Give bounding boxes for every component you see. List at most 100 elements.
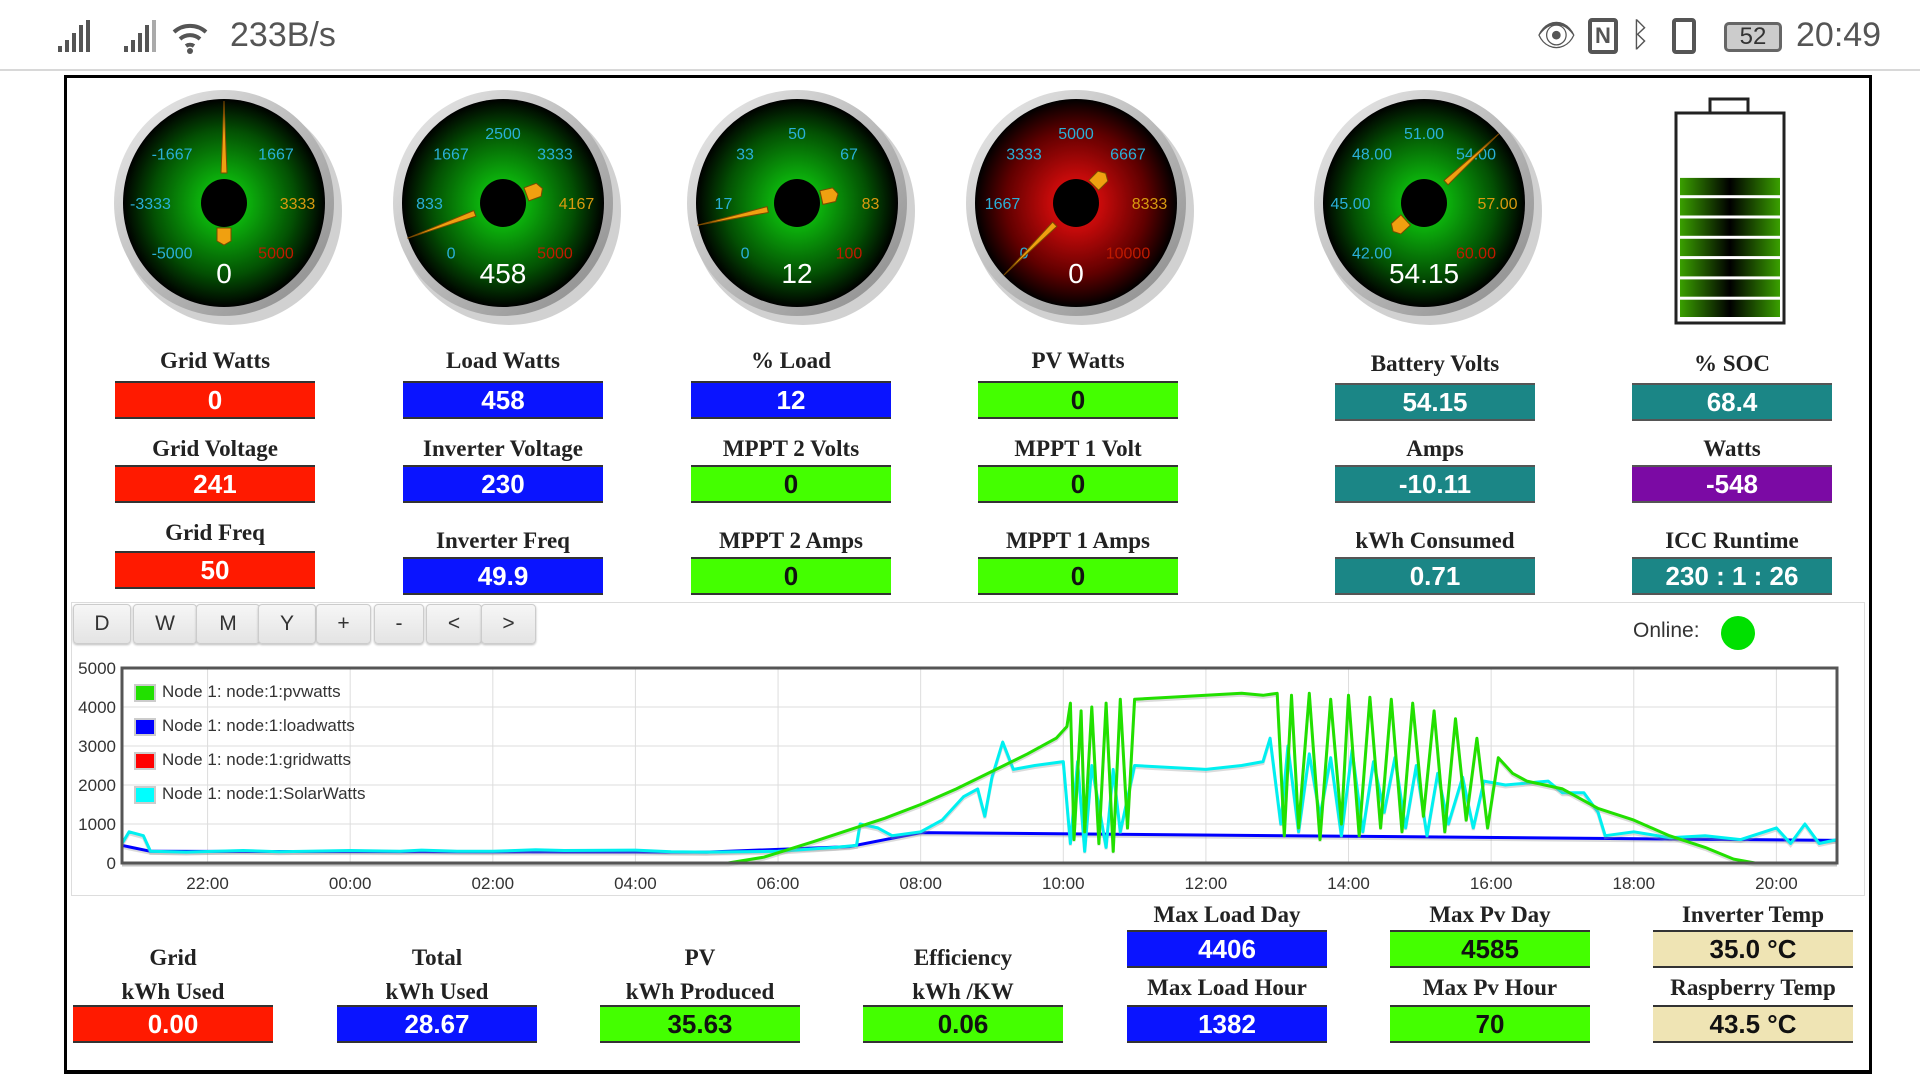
- grid-freq-label: Grid Freq: [165, 520, 265, 545]
- gauge-tick-label: 45.00: [1330, 196, 1370, 213]
- y-tick-label: 5000: [78, 659, 116, 678]
- year-button[interactable]: Y: [258, 604, 316, 644]
- zoom-in-button[interactable]: +: [316, 604, 371, 644]
- legend-item[interactable]: Node 1: node:1:loadwatts: [134, 712, 355, 740]
- month-button[interactable]: M: [196, 604, 260, 644]
- gauge-tick-label: 10000: [1106, 245, 1151, 262]
- gauge-tick-label: 3333: [1006, 147, 1042, 164]
- legend-item[interactable]: Node 1: node:1:SolarWatts: [134, 780, 366, 808]
- gauge-tick-label: 48.00: [1352, 147, 1392, 164]
- x-tick-label: 04:00: [614, 874, 657, 893]
- status-bar: 233B/s 👁 N ᛒ 52 20:49: [0, 0, 1920, 71]
- legend-item[interactable]: Node 1: node:1:pvwatts: [134, 678, 341, 706]
- grid-freq-value: 50: [115, 551, 315, 589]
- dashboard-frame: [64, 75, 1872, 1074]
- gauge-tick-label: 60.00: [1456, 245, 1496, 262]
- nfc-icon: N: [1588, 18, 1618, 54]
- y-tick-label: 0: [107, 854, 116, 873]
- day-button[interactable]: D: [73, 604, 131, 644]
- gauge-tick-label: 1667: [258, 147, 294, 164]
- x-tick-label: 20:00: [1755, 874, 1798, 893]
- y-tick-label: 2000: [78, 776, 116, 795]
- efficiency-label-2: kWh /KW: [912, 979, 1014, 1004]
- gauge-tick-label: 833: [416, 196, 443, 213]
- mppt-2-amps-label: MPPT 2 Amps: [719, 528, 863, 553]
- pv-kwh-label-2: kWh Produced: [625, 979, 775, 1004]
- battery-soc-icon: [1674, 97, 1786, 325]
- y-tick-label: 3000: [78, 737, 116, 756]
- gauge-tick-label: 67: [840, 147, 858, 164]
- inverter-freq-value: 49.9: [403, 557, 603, 595]
- online-status-indicator: [1721, 616, 1755, 650]
- gauge-value: 0: [216, 258, 232, 289]
- gauge-tick-label: 51.00: [1404, 126, 1444, 143]
- zoom-out-button[interactable]: -: [374, 604, 424, 644]
- percent-load-gauge: 0 17 33 50 67 83 100 12: [687, 90, 915, 325]
- battery-volts-label: Battery Volts: [1370, 351, 1500, 376]
- legend-label: Node 1: node:1:gridwatts: [162, 750, 352, 769]
- grid-kwh-used-value: 0.00: [73, 1005, 273, 1043]
- load-label: % Load: [751, 348, 831, 373]
- gauge-needle: [407, 182, 543, 239]
- gauge-value: 458: [480, 258, 527, 289]
- max-load-hour-label: Max Load Hour: [1147, 975, 1307, 1000]
- soc-value: 68.4: [1632, 383, 1832, 421]
- grid-voltage-value: 241: [115, 465, 315, 503]
- total-kwh-label-2: kWh Used: [385, 979, 489, 1004]
- icc-runtime-value: 230 : 1 : 26: [1632, 557, 1832, 595]
- grid-watts-gauge: -5000 -3333 -1667 1667 3333 5000 0: [114, 90, 342, 325]
- vibrate-icon: [1672, 18, 1696, 54]
- load-watts-label: Load Watts: [446, 348, 560, 373]
- watts-label: Watts: [1703, 436, 1761, 461]
- mppt-1-amps-value: 0: [978, 557, 1178, 595]
- x-tick-label: 14:00: [1327, 874, 1370, 893]
- gauge-needle: [216, 100, 232, 246]
- legend-swatch: [134, 785, 156, 804]
- max-load-hour-value: 1382: [1127, 1005, 1327, 1043]
- next-button[interactable]: >: [481, 604, 536, 644]
- x-tick-label: 08:00: [899, 874, 942, 893]
- week-button[interactable]: W: [133, 604, 197, 644]
- raspberry-temp-label: Raspberry Temp: [1670, 975, 1836, 1000]
- gauge-value: 12: [781, 258, 812, 289]
- battery-segment: [1680, 218, 1780, 236]
- inverter-voltage-label: Inverter Voltage: [423, 436, 583, 461]
- gauge-tick-label: 1667: [985, 196, 1021, 213]
- gauge-tick-label: 42.00: [1352, 245, 1392, 262]
- gauge-tick-label: 83: [862, 196, 880, 213]
- signal-icon: [58, 20, 156, 52]
- amps-value: -10.11: [1335, 465, 1535, 503]
- max-pv-day-label: Max Pv Day: [1429, 902, 1551, 927]
- previous-button[interactable]: <: [426, 604, 482, 644]
- legend-item[interactable]: Node 1: node:1:gridwatts: [134, 746, 351, 774]
- legend-swatch: [134, 751, 156, 770]
- network-speed: 233B/s: [230, 16, 336, 54]
- load-watts-gauge: 0 833 1667 2500 3333 4167 5000 458: [393, 90, 621, 325]
- legend-swatch: [134, 683, 156, 702]
- gauge-tick-label: 50: [788, 126, 806, 143]
- clock: 20:49: [1796, 16, 1882, 54]
- gauge-tick-label: 0: [447, 245, 456, 262]
- gauge-tick-label: 4167: [559, 196, 595, 213]
- eye-icon: 👁: [1536, 17, 1577, 53]
- total-kwh-used-value: 28.67: [337, 1005, 537, 1043]
- battery-status-icon: 52: [1724, 22, 1782, 52]
- gauge-tick-label: -3333: [130, 196, 171, 213]
- wifi-icon: [172, 23, 208, 54]
- gauge-needle: [1003, 170, 1109, 276]
- legend-label: Node 1: node:1:SolarWatts: [162, 784, 366, 803]
- max-pv-day-value: 4585: [1390, 930, 1590, 968]
- pv-kwh-produced-value: 35.63: [600, 1005, 800, 1043]
- mppt-2-volts-label: MPPT 2 Volts: [722, 436, 860, 461]
- mppt-2-volts-value: 0: [691, 465, 891, 503]
- battery-segment: [1680, 259, 1780, 277]
- amps-label: Amps: [1406, 436, 1464, 461]
- efficiency-label-1: Efficiency: [913, 945, 1013, 970]
- plot-border: [120, 666, 1839, 865]
- load-watts-value: 458: [403, 381, 603, 419]
- x-tick-label: 02:00: [472, 874, 515, 893]
- watts-value: -548: [1632, 465, 1832, 503]
- mppt-1-amps-label: MPPT 1 Amps: [1006, 528, 1150, 553]
- x-tick-label: 12:00: [1185, 874, 1228, 893]
- gauge-needle: [1390, 133, 1500, 235]
